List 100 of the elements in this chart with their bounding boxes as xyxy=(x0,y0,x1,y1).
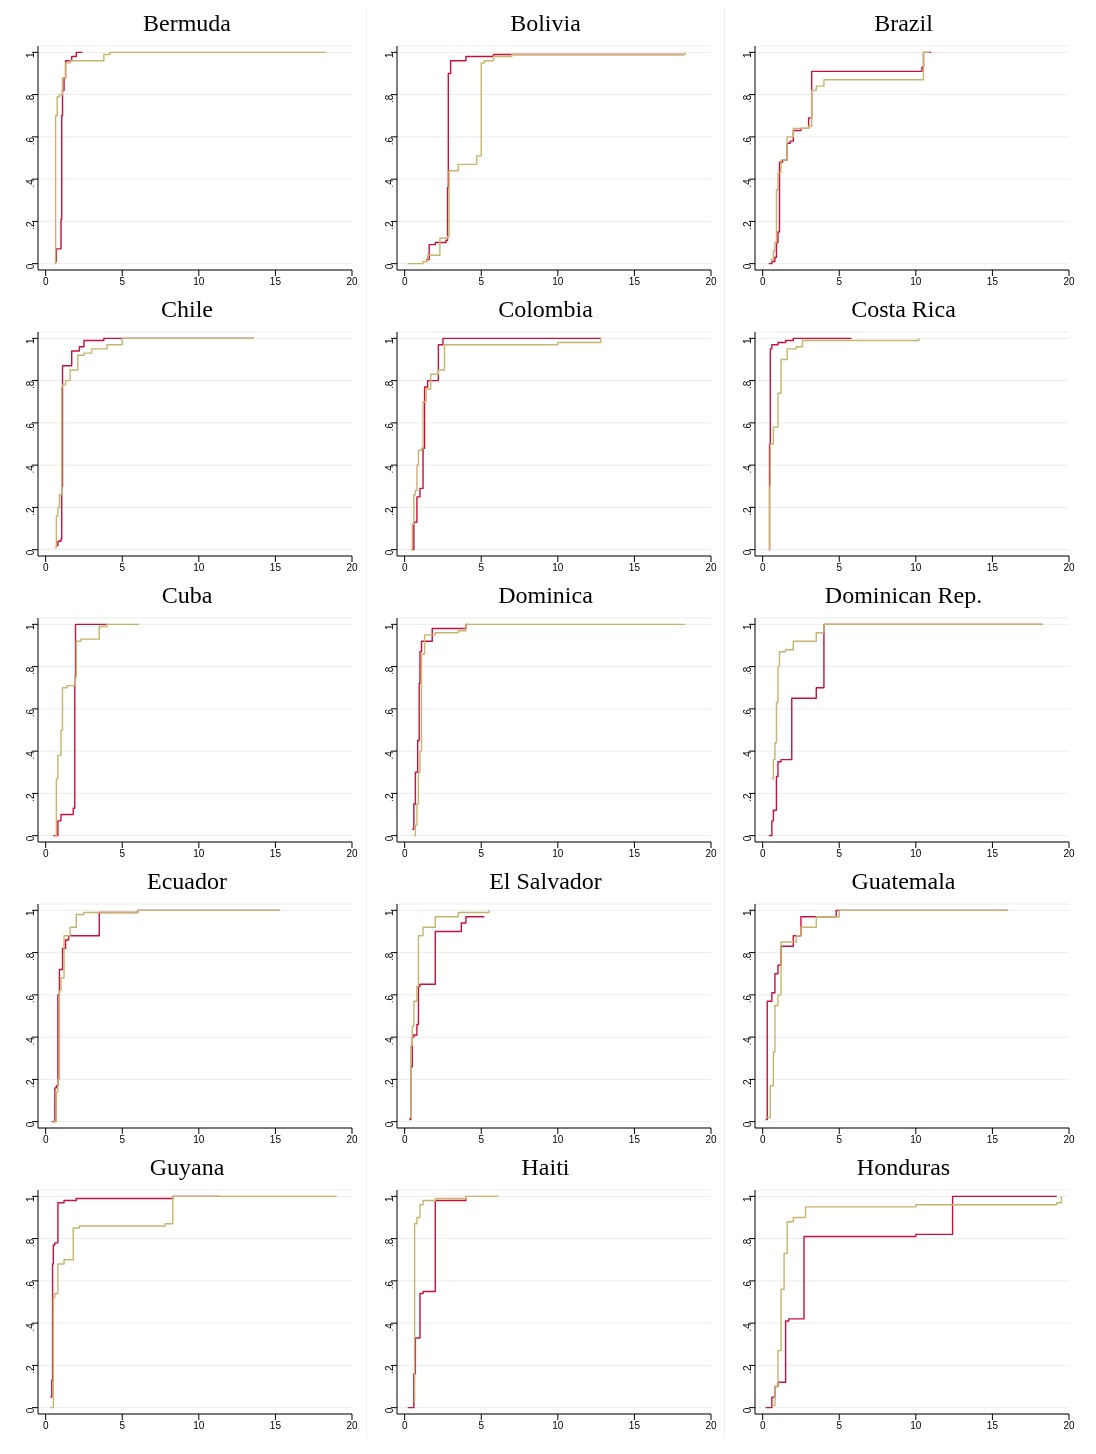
y-tick-label: .6 xyxy=(24,136,36,146)
x-tick-label: 20 xyxy=(1063,562,1075,574)
y-tick-label: .8 xyxy=(383,380,395,389)
x-tick-label: 5 xyxy=(836,562,843,574)
y-tick-label: 1 xyxy=(741,623,753,630)
y-tick-label: 0 xyxy=(741,263,753,270)
y-tick-label: .2 xyxy=(383,1364,395,1374)
x-tick-label: 15 xyxy=(269,276,282,288)
y-tick-label: .2 xyxy=(24,220,36,230)
chart-title: El Salvador xyxy=(488,867,603,896)
x-tick-label: 15 xyxy=(986,848,999,860)
x-tick-label: 0 xyxy=(759,1134,766,1146)
y-tick-label: 0 xyxy=(24,1407,36,1414)
chart-title: Honduras xyxy=(855,1153,952,1182)
chart-title: Guyana xyxy=(148,1153,226,1182)
y-tick-label: 1 xyxy=(383,1195,395,1202)
y-tick-label: .6 xyxy=(24,708,36,718)
x-tick-label: 15 xyxy=(986,1420,999,1432)
y-tick-label: 0 xyxy=(741,835,753,842)
y-tick-label: .6 xyxy=(383,136,395,146)
y-tick-label: .2 xyxy=(741,1364,753,1374)
x-tick-label: 0 xyxy=(759,276,766,288)
x-tick-label: 10 xyxy=(193,1134,205,1146)
y-tick-label: .6 xyxy=(741,422,753,432)
x-tick-label: 10 xyxy=(910,562,922,574)
x-tick-label: 0 xyxy=(401,1420,408,1432)
x-tick-label: 10 xyxy=(910,848,922,860)
y-tick-label: 1 xyxy=(383,909,395,916)
y-tick-label: .4 xyxy=(383,1036,395,1046)
x-tick-label: 15 xyxy=(986,276,999,288)
y-tick-label: .8 xyxy=(383,1238,395,1247)
x-tick-label: 10 xyxy=(552,276,564,288)
x-tick-label: 0 xyxy=(401,848,408,860)
x-tick-label: 20 xyxy=(346,848,358,860)
x-tick-label: 20 xyxy=(346,1134,358,1146)
y-tick-label: .6 xyxy=(741,1280,753,1290)
y-tick-label: .4 xyxy=(741,1036,753,1046)
chart-title: Costa Rica xyxy=(850,295,957,324)
chart-title: Bolivia xyxy=(509,9,582,38)
y-tick-label: .8 xyxy=(383,952,395,961)
x-tick-label: 20 xyxy=(705,1420,717,1432)
x-tick-label: 5 xyxy=(478,276,485,288)
x-tick-label: 0 xyxy=(401,562,408,574)
chart-title: Ecuador xyxy=(146,867,228,896)
x-tick-label: 5 xyxy=(119,848,126,860)
x-tick-label: 0 xyxy=(42,1134,49,1146)
y-tick-label: .2 xyxy=(383,220,395,230)
y-tick-label: .8 xyxy=(741,1238,753,1247)
x-tick-label: 5 xyxy=(478,1420,485,1432)
y-tick-label: 1 xyxy=(24,337,36,344)
y-tick-label: 0 xyxy=(383,263,395,270)
x-tick-label: 10 xyxy=(910,276,922,288)
y-tick-label: .6 xyxy=(741,708,753,718)
chart-title: Chile xyxy=(160,295,214,324)
y-tick-label: .6 xyxy=(24,994,36,1004)
chart-title: Dominica xyxy=(497,581,594,610)
x-tick-label: 20 xyxy=(346,562,358,574)
x-tick-label: 10 xyxy=(910,1420,922,1432)
x-tick-label: 15 xyxy=(269,562,282,574)
y-tick-label: .4 xyxy=(383,178,395,188)
chart-title: Cuba xyxy=(160,581,214,610)
x-tick-label: 0 xyxy=(42,276,49,288)
chart-title: Dominican Rep. xyxy=(823,581,984,610)
x-tick-label: 0 xyxy=(42,848,49,860)
x-tick-label: 15 xyxy=(628,848,641,860)
x-tick-label: 15 xyxy=(628,562,641,574)
y-tick-label: 1 xyxy=(741,909,753,916)
x-tick-label: 20 xyxy=(705,1134,717,1146)
x-tick-label: 5 xyxy=(836,276,843,288)
x-tick-label: 5 xyxy=(119,1134,126,1146)
y-tick-label: .6 xyxy=(383,708,395,718)
y-tick-label: .2 xyxy=(741,792,753,802)
y-tick-label: .4 xyxy=(741,178,753,188)
y-tick-label: .4 xyxy=(383,464,395,474)
x-tick-label: 5 xyxy=(119,562,126,574)
y-tick-label: .8 xyxy=(741,380,753,389)
x-tick-label: 0 xyxy=(401,276,408,288)
y-tick-label: 1 xyxy=(383,623,395,630)
y-tick-label: .2 xyxy=(24,1364,36,1374)
x-tick-label: 10 xyxy=(552,848,564,860)
y-tick-label: .8 xyxy=(24,380,36,389)
y-tick-label: .8 xyxy=(24,666,36,675)
y-tick-label: .8 xyxy=(741,952,753,961)
y-tick-label: .8 xyxy=(383,94,395,103)
y-tick-label: 0 xyxy=(24,1121,36,1128)
y-tick-label: .4 xyxy=(24,178,36,188)
y-tick-label: 0 xyxy=(741,549,753,556)
y-tick-label: 0 xyxy=(24,835,36,842)
x-tick-label: 20 xyxy=(705,276,717,288)
x-tick-label: 0 xyxy=(42,562,49,574)
y-tick-label: 1 xyxy=(741,51,753,58)
x-tick-label: 15 xyxy=(269,1420,282,1432)
y-tick-label: 0 xyxy=(741,1407,753,1414)
chart-title: Brazil xyxy=(873,9,934,38)
x-tick-label: 20 xyxy=(1063,1420,1075,1432)
chart-title: Bermuda xyxy=(142,9,232,38)
y-tick-label: .4 xyxy=(741,464,753,474)
x-tick-label: 5 xyxy=(836,1420,843,1432)
y-tick-label: .2 xyxy=(24,1078,36,1088)
x-tick-label: 5 xyxy=(119,1420,126,1432)
